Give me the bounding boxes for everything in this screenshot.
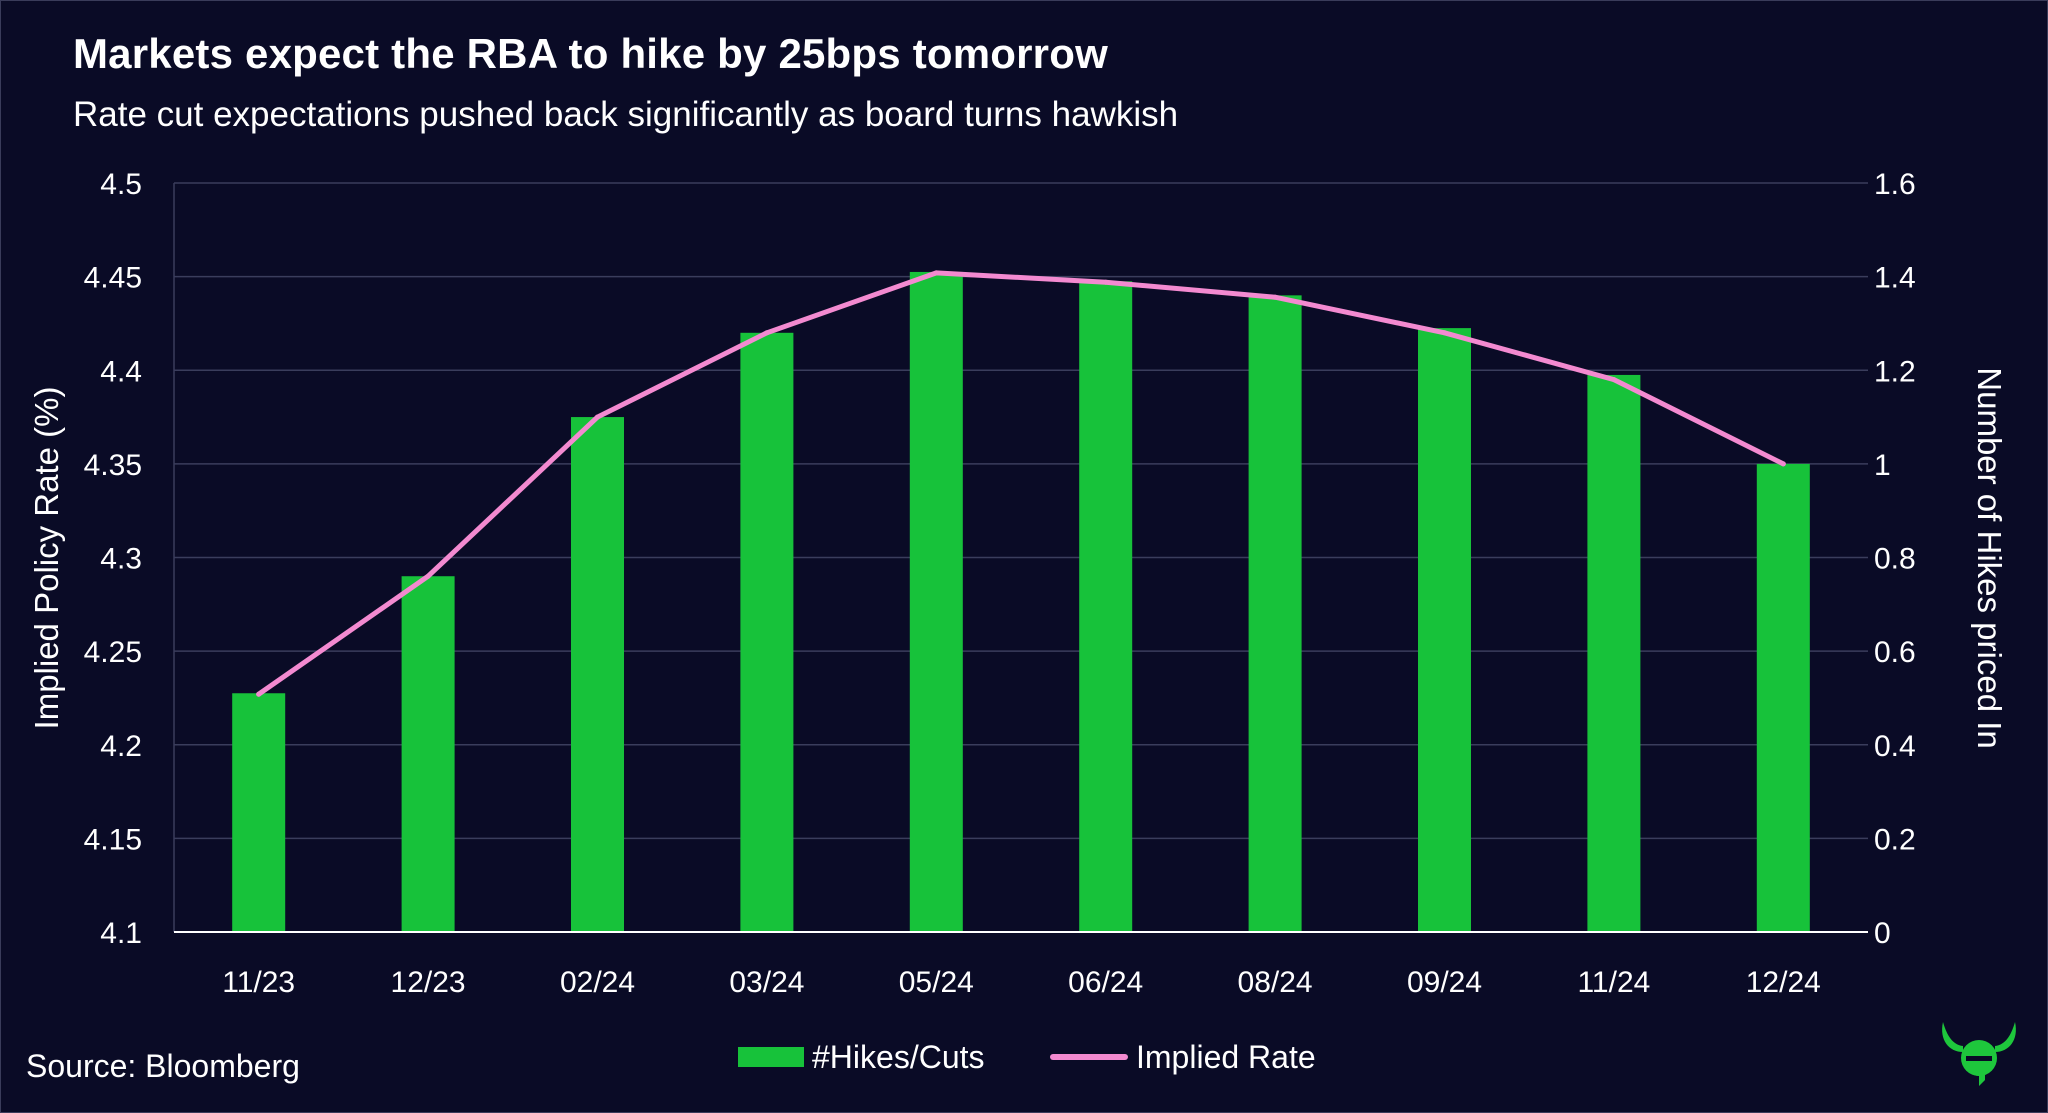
legend-item-bars: #Hikes/Cuts [738,1035,985,1079]
chart-title: Markets expect the RBA to hike by 25bps … [73,30,1108,77]
bar-series [232,271,1810,933]
line-point [425,573,431,579]
x-tick-label: 06/24 [1068,966,1143,999]
axes: 4.1 4.15 4.2 4.25 4.3 4.35 4.4 4.45 4.5 0 0.2 0.4 0.… [84,168,1916,999]
y-tick-label-right: 0.6 [1874,636,1916,669]
y-tick-label-left: 4.35 [84,449,142,482]
bar [571,417,624,932]
line-point [1611,377,1617,383]
line-point [933,270,939,276]
line-series [256,270,1786,697]
line-point [595,414,600,420]
bar [1587,374,1641,932]
x-tick-label: 02/24 [560,966,635,999]
line-point [764,330,770,336]
bull-e-logo-icon [1942,1022,2016,1086]
x-tick-label: 12/24 [1746,966,1821,999]
legend-line-label: Implied Rate [1136,1038,1316,1075]
legend-bars-label: #Hikes/Cuts [812,1038,985,1075]
y-tick-label-left: 4.3 [100,543,142,576]
x-tick-label: 03/24 [729,966,804,999]
x-tick-label: 11/23 [222,966,295,999]
bar [1248,295,1302,933]
y-tick-label-right: 0.4 [1874,730,1916,763]
implied-rate-line [256,270,1786,697]
y-tick-label-left: 4.4 [100,355,142,388]
legend-item-line: Implied Rate [1050,1035,1316,1079]
legend-bar-swatch [738,1047,804,1067]
bar [740,332,794,932]
line-point [256,691,262,697]
x-tick-label: 12/23 [391,966,466,999]
chart-subtitle: Rate cut expectations pushed back signif… [73,95,1179,134]
x-tick-label: 09/24 [1407,966,1482,999]
x-tick-label: 11/24 [1577,966,1650,999]
line-point [1780,461,1786,467]
x-tick-label: 08/24 [1238,966,1313,999]
gridlines [174,182,1868,840]
line-point [1103,279,1109,285]
y-tick-label-right: 1.4 [1874,262,1916,295]
bar [909,271,963,933]
y-axis-label-right: Number of Hikes priced In [1971,367,2008,748]
line-point [1272,294,1278,300]
x-tick-label: 05/24 [899,966,974,999]
y-tick-label-right: 0.2 [1874,823,1916,856]
y-tick-label-left: 4.1 [100,917,142,950]
y-tick-label-left: 4.2 [100,730,142,763]
bar [232,693,286,932]
bar [1418,328,1471,932]
y-tick-label-left: 4.45 [84,262,142,295]
bar [1756,463,1810,932]
y-tick-label-left: 4.5 [100,168,142,201]
y-axis-label-left: Implied Policy Rate (%) [28,387,65,730]
bar [401,576,455,932]
chart-legend: #Hikes/Cuts Implied Rate [0,1035,2048,1079]
y-tick-label-left: 4.15 [84,823,142,856]
y-tick-label-right: 1 [1874,449,1891,482]
y-tick-label-left: 4.25 [84,636,142,669]
source-note: Source: Bloomberg [26,1048,300,1084]
bar [1079,281,1133,932]
legend-line-swatch [1050,1054,1128,1060]
y-tick-label-right: 0 [1874,917,1891,950]
y-tick-label-right: 0.8 [1874,543,1916,576]
line-point [1442,330,1447,336]
y-tick-label-right: 1.6 [1874,168,1916,201]
y-tick-label-right: 1.2 [1874,355,1916,388]
